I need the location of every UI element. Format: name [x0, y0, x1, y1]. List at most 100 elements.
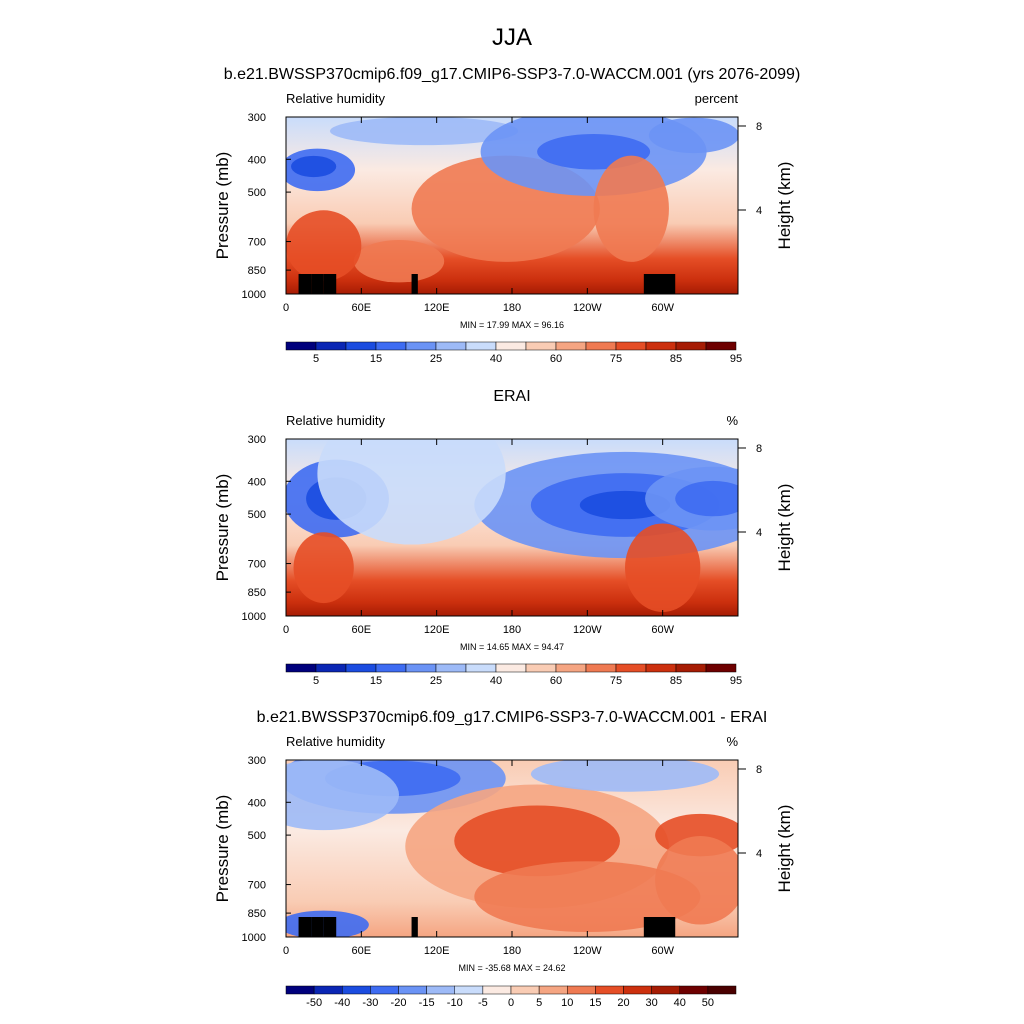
- y-tick-label: 1000: [242, 289, 266, 301]
- contour-region: [454, 805, 620, 877]
- colorbar-swatch: [555, 663, 587, 673]
- contour-region: [317, 439, 506, 545]
- topography-mask: [643, 917, 676, 937]
- y-tick-label: 700: [248, 880, 266, 892]
- colorbar-label: 40: [674, 997, 686, 1009]
- colorbar-label: -20: [391, 997, 407, 1009]
- x-tick-label: 0: [283, 624, 289, 636]
- colorbar-swatch: [465, 341, 497, 351]
- height-tick-label: 8: [756, 443, 762, 455]
- chart-panel-1: b.e21.BWSSP370cmip6.f09_g17.CMIP6-SSP3-7…: [213, 66, 800, 365]
- colorbar-label: 75: [610, 675, 622, 687]
- y-axis-title: Pressure (mb): [213, 474, 232, 582]
- x-tick-label: 60W: [651, 945, 674, 957]
- colorbar-swatch: [405, 341, 437, 351]
- topography-mask: [311, 274, 324, 294]
- colorbar-swatch: [585, 663, 617, 673]
- y-tick-label: 850: [248, 265, 266, 277]
- x-tick-label: 60W: [651, 302, 674, 314]
- colorbar-swatch: [285, 341, 317, 351]
- field-contours: [286, 760, 738, 937]
- y-axis-title-right: Height (km): [775, 805, 794, 893]
- chart-title: ERAI: [493, 388, 530, 405]
- colorbar-swatch: [426, 985, 455, 995]
- field-contours: [286, 439, 738, 612]
- colorbar-swatch: [615, 663, 647, 673]
- colorbar-label: 25: [430, 353, 442, 365]
- colorbar-label: 5: [313, 675, 319, 687]
- colorbar-label: -10: [447, 997, 463, 1009]
- y-tick-label: 300: [248, 755, 266, 767]
- colorbar-swatch: [525, 663, 557, 673]
- contour-region: [530, 760, 720, 792]
- y-tick-label: 400: [248, 476, 266, 488]
- y-tick-label: 500: [248, 509, 266, 521]
- height-tick-label: 4: [756, 527, 762, 539]
- colorbar-swatch: [651, 985, 680, 995]
- min-max-stats: MIN = -35.68 MAX = 24.62: [458, 963, 565, 973]
- colorbar-label: 40: [490, 353, 502, 365]
- units-label: %: [726, 734, 738, 749]
- x-tick-label: 0: [283, 302, 289, 314]
- colorbar-label: 50: [702, 997, 714, 1009]
- y-tick-label: 850: [248, 587, 266, 599]
- colorbar-label: 25: [430, 675, 442, 687]
- colorbar-swatch: [555, 341, 587, 351]
- colorbar-label: 5: [536, 997, 542, 1009]
- contour-region: [648, 117, 738, 154]
- colorbar-label: 15: [370, 675, 382, 687]
- colorbar-label: 5: [313, 353, 319, 365]
- colorbar-swatch: [705, 341, 737, 351]
- height-tick-label: 8: [756, 121, 762, 133]
- variable-label: Relative humidity: [286, 91, 385, 106]
- colorbar-label: 60: [550, 353, 562, 365]
- colorbar-swatch: [345, 663, 377, 673]
- colorbar-swatch: [398, 985, 427, 995]
- contour-region: [286, 760, 399, 831]
- contour-region: [353, 239, 445, 283]
- colorbar-swatch: [342, 985, 371, 995]
- y-axis-title: Pressure (mb): [213, 152, 232, 260]
- chart-title: b.e21.BWSSP370cmip6.f09_g17.CMIP6-SSP3-7…: [224, 66, 801, 83]
- colorbar-swatch: [705, 663, 737, 673]
- colorbar-swatch: [623, 985, 652, 995]
- colorbar-label: 10: [561, 997, 573, 1009]
- height-tick-label: 4: [756, 848, 762, 860]
- colorbar-swatch: [567, 985, 596, 995]
- colorbar-label: -40: [334, 997, 350, 1009]
- x-tick-label: 120W: [573, 945, 602, 957]
- colorbar-label: 15: [370, 353, 382, 365]
- colorbar-label: -50: [306, 997, 322, 1009]
- y-tick-label: 700: [248, 559, 266, 571]
- colorbar-label: 75: [610, 353, 622, 365]
- y-tick-label: 700: [248, 237, 266, 249]
- colorbar-swatch: [645, 663, 677, 673]
- contour-region: [675, 480, 738, 517]
- variable-label: Relative humidity: [286, 413, 385, 428]
- field-contours: [286, 117, 738, 294]
- contour-region: [474, 861, 701, 933]
- topography-mask: [311, 917, 324, 937]
- variable-label: Relative humidity: [286, 734, 385, 749]
- y-axis-title: Pressure (mb): [213, 795, 232, 903]
- colorbar-label: 30: [646, 997, 658, 1009]
- colorbar-swatch: [585, 341, 617, 351]
- contour-region: [293, 532, 354, 604]
- colorbar-label: 40: [490, 675, 502, 687]
- colorbar-label: 20: [617, 997, 629, 1009]
- y-axis-title-right: Height (km): [775, 162, 794, 250]
- colorbar-swatch: [495, 663, 527, 673]
- topography-mask: [298, 274, 312, 294]
- y-tick-label: 400: [248, 154, 266, 166]
- contour-region: [655, 836, 738, 925]
- height-tick-label: 4: [756, 205, 762, 217]
- colorbar-label: 15: [589, 997, 601, 1009]
- colorbar-swatch: [525, 341, 557, 351]
- min-max-stats: MIN = 17.99 MAX = 96.16: [460, 320, 564, 330]
- colorbar-swatch: [315, 663, 347, 673]
- x-tick-label: 60E: [352, 302, 372, 314]
- y-tick-label: 400: [248, 797, 266, 809]
- colorbar-swatch: [313, 985, 343, 995]
- colorbar-swatch: [675, 341, 707, 351]
- x-tick-label: 60E: [352, 945, 372, 957]
